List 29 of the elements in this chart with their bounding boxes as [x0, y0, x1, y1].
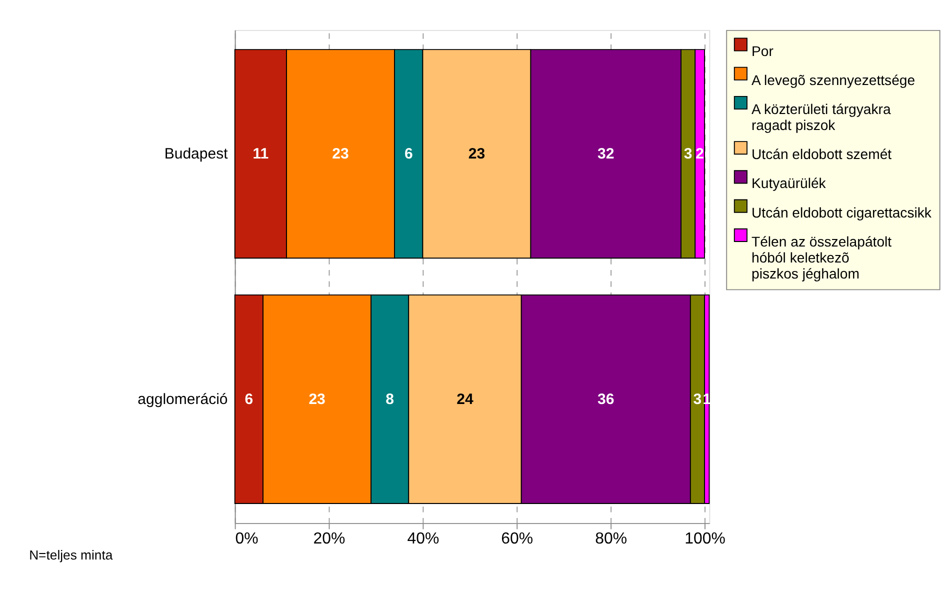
- x-tick-label: 40%: [407, 530, 440, 548]
- x-tick-label: 80%: [595, 530, 628, 548]
- legend-label: A közterületi tárgyakra ragadt piszok: [751, 101, 891, 133]
- text: N=teljes minta: [29, 548, 114, 563]
- data-label: 23: [308, 390, 326, 408]
- legend-label: A levegõ szennyezettsége: [751, 72, 916, 88]
- data-label: 24: [456, 390, 474, 408]
- x-tick-label: 60%: [501, 530, 534, 548]
- x-tick-label: 20%: [313, 530, 346, 548]
- legend-label: Utcán eldobott cigarettacsikk: [751, 204, 932, 220]
- legend-label: Por: [751, 42, 774, 59]
- data-label: 36: [598, 390, 614, 408]
- data-label: 8: [386, 390, 394, 408]
- data-label: 11: [252, 146, 269, 163]
- data-label: 6: [404, 146, 413, 163]
- data-label: 23: [332, 146, 349, 163]
- data-label: 3: [684, 146, 692, 163]
- data-label: 3: [693, 390, 702, 408]
- x-tick-label: 100%: [684, 530, 726, 548]
- y-tick-label: Budapest: [164, 146, 229, 163]
- y-tick-label: agglomeráció: [138, 390, 228, 408]
- legend-label: Utcán eldobott szemét: [751, 146, 892, 162]
- data-label: 23: [468, 146, 486, 163]
- data-label: 2: [696, 146, 704, 163]
- legend-label: Télen az összelapátolt hóból keletkezõ piszkos jéghalom: [751, 233, 892, 282]
- data-label: 32: [598, 146, 614, 163]
- x-tick-label: 0%: [235, 530, 258, 548]
- legend-label: Kutyaürülék: [751, 175, 827, 192]
- data-label: 6: [244, 390, 254, 408]
